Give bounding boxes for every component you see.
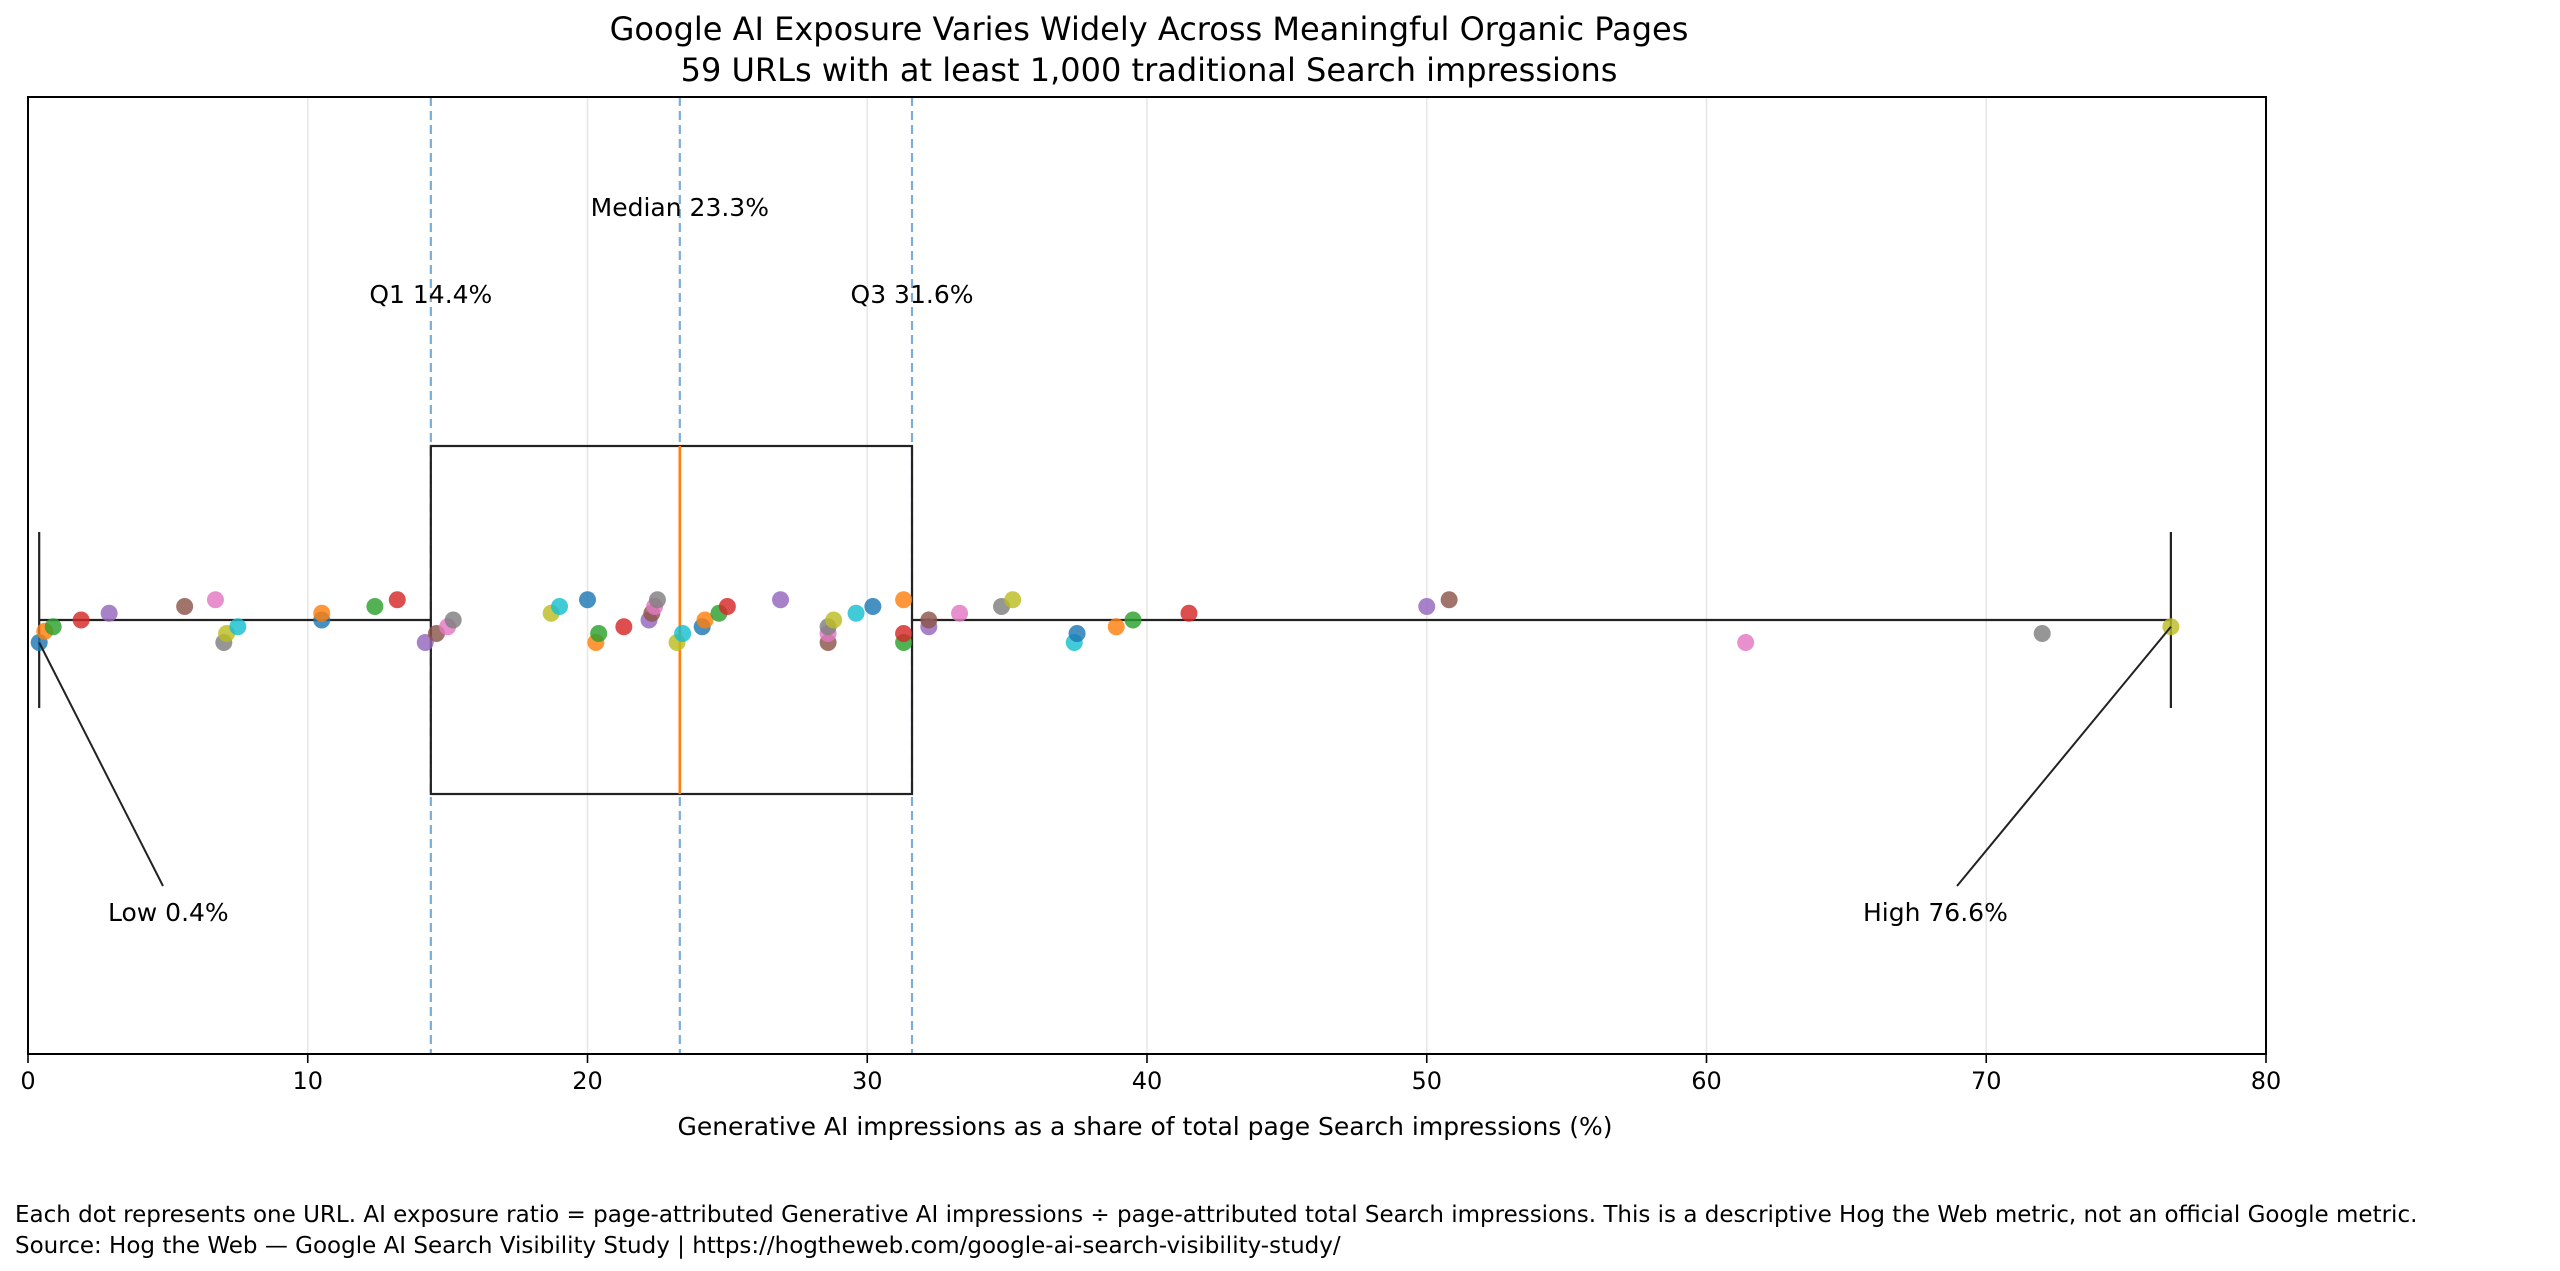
url-point-21 xyxy=(579,591,596,609)
url-point-51 xyxy=(1068,625,1086,642)
annotation-label-low: Low 0.4% xyxy=(108,898,229,927)
url-point-18 xyxy=(444,611,462,629)
url-point-41 xyxy=(864,598,882,615)
url-point-58 xyxy=(2033,625,2051,642)
url-point-42 xyxy=(895,591,913,609)
url-point-52 xyxy=(1107,618,1125,636)
x-tick-label-50: 50 xyxy=(1411,1067,1442,1095)
annotations: Low 0.4% High 76.6% xyxy=(38,626,2172,927)
url-point-6 xyxy=(176,598,194,615)
url-point-53 xyxy=(1124,611,1142,629)
url-point-23 xyxy=(590,625,608,642)
url-point-44 xyxy=(895,625,913,642)
x-tick-label-10: 10 xyxy=(292,1067,323,1095)
url-point-14 xyxy=(388,591,406,609)
url-point-40 xyxy=(847,604,865,622)
x-tick-label-0: 0 xyxy=(20,1067,35,1095)
quartile-reference-lines: Q1 14.4% Median 23.3% Q3 31.6% xyxy=(369,97,973,1054)
url-point-28 xyxy=(648,591,666,609)
url-point-54 xyxy=(1180,604,1198,622)
url-point-30 xyxy=(674,625,692,642)
url-point-35 xyxy=(772,591,790,609)
box-plot xyxy=(38,444,2172,796)
url-point-7 xyxy=(206,591,224,609)
url-point-55 xyxy=(1418,598,1436,615)
reference-label-q3: Q3 31.6% xyxy=(851,280,974,309)
url-point-3 xyxy=(44,618,62,636)
url-point-34 xyxy=(718,598,736,615)
reference-label-median: Median 23.3% xyxy=(591,193,769,222)
annotation-label-high: High 76.6% xyxy=(1863,898,2008,927)
x-axis: 0 10 20 30 40 50 60 70 80 xyxy=(20,1054,2281,1095)
url-point-20 xyxy=(551,598,569,615)
url-point-10 xyxy=(229,618,247,636)
x-axis-label: Generative AI impressions as a share of … xyxy=(677,1112,1612,1141)
url-point-12 xyxy=(313,604,331,622)
x-tick-label-30: 30 xyxy=(852,1067,883,1095)
url-point-56 xyxy=(1440,591,1458,609)
url-point-32 xyxy=(696,611,714,629)
url-point-47 xyxy=(951,604,969,622)
x-tick-label-70: 70 xyxy=(1971,1067,2002,1095)
chart-title: Google AI Exposure Varies Widely Across … xyxy=(610,10,1689,48)
url-point-57 xyxy=(1737,634,1755,651)
url-point-24 xyxy=(615,618,633,636)
url-point-13 xyxy=(366,598,384,615)
url-point-5 xyxy=(100,604,118,622)
x-tick-label-80: 80 xyxy=(2251,1067,2282,1095)
url-point-46 xyxy=(920,611,938,629)
x-tick-label-40: 40 xyxy=(1132,1067,1163,1095)
x-gridlines xyxy=(307,97,1987,1054)
url-points xyxy=(30,591,2180,651)
annotation-arrow-high xyxy=(1956,626,2172,887)
footnote-source: Source: Hog the Web — Google AI Search V… xyxy=(15,1233,1341,1259)
annotation-arrow-low xyxy=(38,642,164,887)
chart-subtitle: 59 URLs with at least 1,000 traditional … xyxy=(681,51,1618,89)
url-point-49 xyxy=(1004,591,1022,609)
reference-label-q1: Q1 14.4% xyxy=(369,280,492,309)
x-tick-label-60: 60 xyxy=(1691,1067,1722,1095)
url-point-4 xyxy=(72,611,90,629)
x-tick-label-20: 20 xyxy=(572,1067,603,1095)
footnote-description: Each dot represents one URL. AI exposure… xyxy=(15,1202,2418,1228)
url-point-39 xyxy=(825,611,843,629)
